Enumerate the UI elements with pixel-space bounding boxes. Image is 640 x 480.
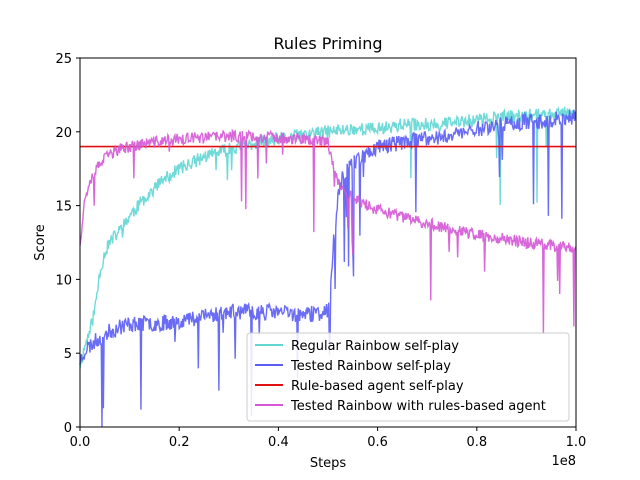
x-tick-label: 0.6 <box>367 435 388 450</box>
y-tick-label: 5 <box>64 347 72 362</box>
series-layer <box>79 105 577 428</box>
legend-box <box>246 332 570 422</box>
y-tick-label: 10 <box>55 273 72 288</box>
legend-entry: Regular Rainbow self-play <box>291 339 459 354</box>
chart-title: Rules Priming <box>274 34 383 53</box>
ticks-layer: 0.0 0.2 0.4 0.6 0.8 1.0 0 5 10 15 20 25 <box>55 52 586 450</box>
y-tick-label: 0 <box>64 421 72 436</box>
legend-entry: Rule-based agent self-play <box>291 379 464 394</box>
series-line <box>79 109 577 428</box>
x-tick-label: 0.4 <box>268 435 289 450</box>
legend-entry: Tested Rainbow with rules-based agent <box>290 399 546 414</box>
x-tick-label: 1.0 <box>566 435 587 450</box>
x-tick-label: 0.8 <box>466 435 487 450</box>
x-tick-label: 0.0 <box>70 435 91 450</box>
series-line <box>79 105 577 369</box>
x-axis-label: Steps <box>310 456 347 471</box>
y-tick-label: 15 <box>55 200 72 215</box>
legend: Regular Rainbow self-play Tested Rainbow … <box>246 332 570 422</box>
legend-entry: Tested Rainbow self-play <box>290 359 451 374</box>
series-line <box>79 128 577 334</box>
axes-frame <box>79 57 577 428</box>
y-axis-label: Score <box>33 224 48 260</box>
y-tick-label: 20 <box>55 126 72 141</box>
x-tick-label: 0.2 <box>169 435 190 450</box>
y-tick-label: 25 <box>55 52 72 67</box>
x-multiplier-label: 1e8 <box>551 454 576 469</box>
